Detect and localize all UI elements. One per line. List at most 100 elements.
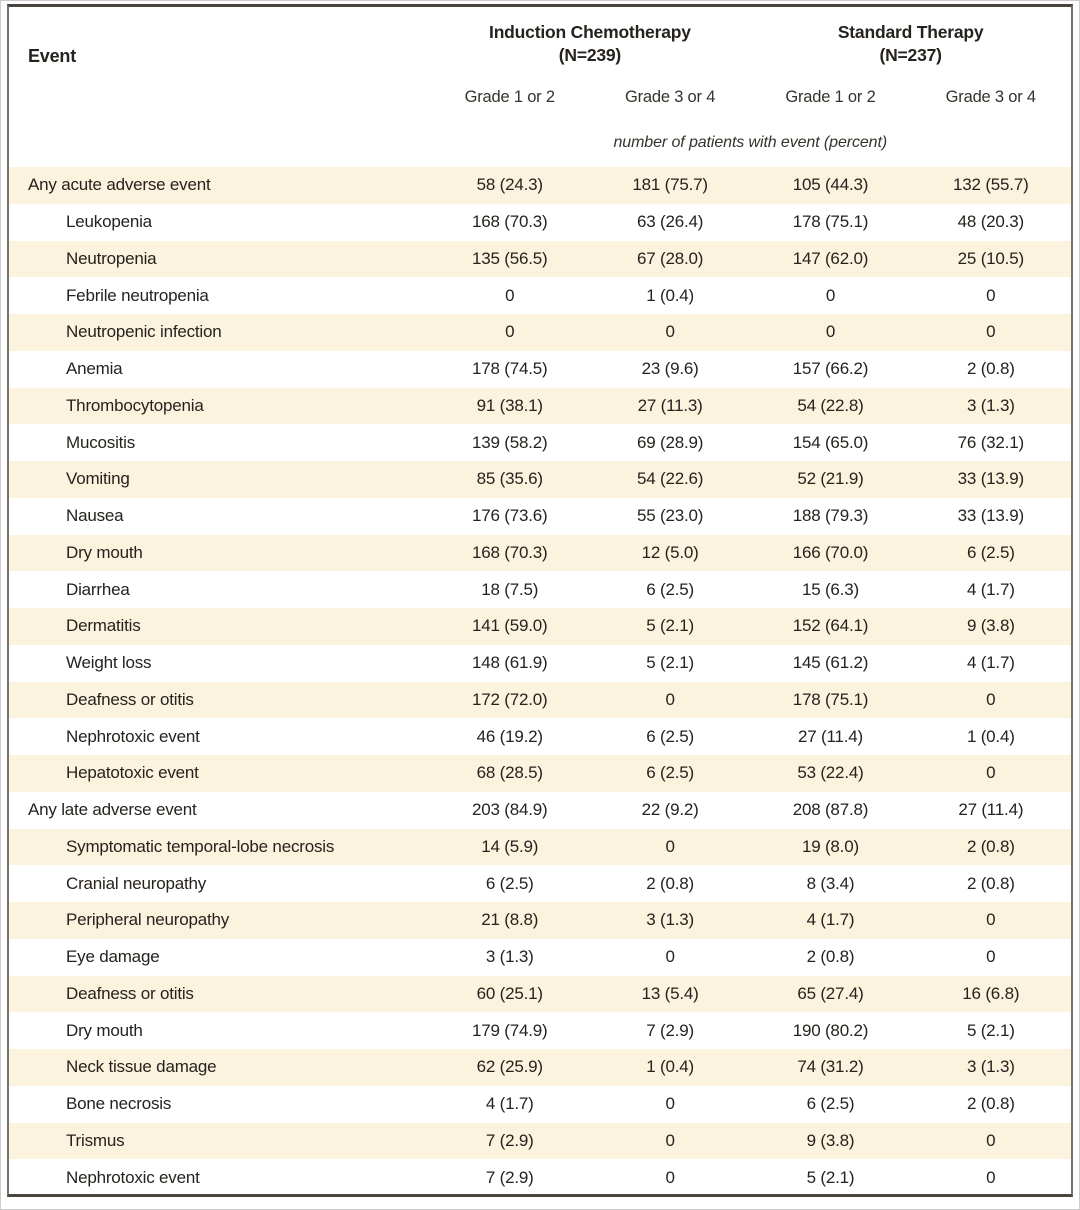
value-standard-grade12: 9 (3.8) — [806, 1130, 855, 1150]
event-label: Diarrhea — [66, 579, 130, 599]
value-standard-grade34: 5 (2.1) — [966, 1020, 1015, 1040]
group-header-row: Event Induction Chemotherapy (N=239) Sta… — [9, 7, 1071, 67]
value-induction-grade12: 7 (2.9) — [485, 1130, 534, 1150]
value-induction-grade12: 172 (72.0) — [471, 689, 548, 709]
value-induction-grade12: 91 (38.1) — [476, 395, 543, 415]
value-standard-grade12: 178 (75.1) — [792, 212, 869, 232]
value-induction-grade12: 21 (8.8) — [481, 910, 539, 930]
units-note: number of patients with event (percent) — [613, 134, 888, 151]
value-induction-grade34: 0 — [665, 322, 675, 342]
value-standard-grade34: 4 (1.7) — [966, 579, 1015, 599]
value-standard-grade12: 166 (70.0) — [792, 542, 869, 562]
event-label: Nephrotoxic event — [66, 726, 200, 746]
group-n: (N=237) — [879, 45, 942, 65]
event-label: Neutropenic infection — [66, 322, 222, 342]
value-induction-grade34: 5 (2.1) — [646, 653, 694, 673]
value-standard-grade34: 6 (2.5) — [966, 542, 1015, 562]
event-label: Any acute adverse event — [28, 175, 211, 195]
value-standard-grade12: 145 (61.2) — [792, 653, 869, 673]
value-standard-grade34: 0 — [986, 947, 996, 967]
event-label: Dry mouth — [66, 542, 143, 562]
table-row: Neck tissue damage 62 (25.9) 1 (0.4) 74 … — [9, 1049, 1071, 1086]
value-induction-grade34: 6 (2.5) — [646, 579, 694, 599]
value-induction-grade34: 181 (75.7) — [632, 175, 708, 195]
value-induction-grade12: 46 (19.2) — [476, 726, 543, 746]
value-standard-grade12: 65 (27.4) — [797, 983, 864, 1003]
value-standard-grade34: 16 (6.8) — [962, 983, 1020, 1003]
grade-header-3: Grade 1 or 2 — [785, 88, 876, 106]
value-induction-grade12: 62 (25.9) — [476, 1057, 543, 1077]
value-induction-grade34: 67 (28.0) — [636, 248, 704, 268]
value-standard-grade34: 132 (55.7) — [953, 175, 1029, 195]
value-induction-grade34: 13 (5.4) — [641, 983, 699, 1003]
value-induction-grade34: 5 (2.1) — [646, 616, 694, 636]
event-label: Symptomatic temporal-lobe necrosis — [66, 836, 335, 856]
adverse-events-table: Event Induction Chemotherapy (N=239) Sta… — [7, 4, 1073, 1197]
table-header: Event Induction Chemotherapy (N=239) Sta… — [9, 7, 1071, 167]
value-induction-grade12: 0 — [505, 322, 515, 342]
value-standard-grade12: 4 (1.7) — [806, 910, 855, 930]
value-induction-grade12: 203 (84.9) — [471, 800, 548, 820]
event-label: Mucositis — [66, 432, 136, 452]
group-title: Induction Chemotherapy — [489, 22, 691, 42]
event-label: Dermatitis — [66, 616, 141, 636]
value-standard-grade34: 48 (20.3) — [957, 212, 1024, 232]
event-label: Bone necrosis — [66, 1094, 172, 1114]
value-standard-grade12: 0 — [825, 285, 836, 305]
event-label: Febrile neutropenia — [66, 285, 209, 305]
value-induction-grade34: 1 (0.4) — [646, 285, 694, 305]
value-standard-grade12: 8 (3.4) — [806, 873, 855, 893]
value-induction-grade12: 6 (2.5) — [485, 873, 534, 893]
table-row: Weight loss 148 (61.9) 5 (2.1) 145 (61.2… — [9, 644, 1071, 682]
event-label: Anemia — [66, 359, 123, 379]
event-label: Dry mouth — [66, 1020, 143, 1040]
event-label: Nausea — [66, 506, 124, 526]
value-induction-grade34: 2 (0.8) — [646, 873, 694, 893]
table-row: Dry mouth 179 (74.9) 7 (2.9) 190 (80.2) … — [9, 1012, 1071, 1049]
value-induction-grade12: 179 (74.9) — [471, 1020, 548, 1040]
event-label: Neck tissue damage — [66, 1057, 217, 1077]
value-standard-grade12: 74 (31.2) — [797, 1057, 864, 1077]
value-standard-grade12: 105 (44.3) — [792, 175, 869, 195]
table-body: Any acute adverse event 58 (24.3) 181 (7… — [9, 167, 1071, 1194]
grade-header-spacer — [9, 88, 430, 107]
value-standard-grade34: 4 (1.7) — [966, 653, 1015, 673]
value-standard-grade34: 0 — [986, 285, 996, 305]
table-row: Diarrhea 18 (7.5) 6 (2.5) 15 (6.3) 4 (1.… — [9, 571, 1071, 608]
value-standard-grade12: 19 (8.0) — [801, 836, 859, 856]
table-row: Anemia 178 (74.5) 23 (9.6) 157 (66.2) 2 … — [9, 350, 1071, 388]
value-standard-grade34: 76 (32.1) — [957, 432, 1024, 452]
group-title: Standard Therapy — [837, 22, 984, 42]
value-induction-grade12: 3 (1.3) — [485, 947, 534, 967]
table-row: Thrombocytopenia 91 (38.1) 27 (11.3) 54 … — [9, 387, 1071, 425]
value-induction-grade12: 0 — [505, 285, 515, 305]
table-row: Peripheral neuropathy 21 (8.8) 3 (1.3) 4… — [9, 902, 1071, 939]
value-induction-grade12: 58 (24.3) — [476, 175, 543, 195]
value-induction-grade34: 12 (5.0) — [641, 542, 699, 562]
value-induction-grade34: 0 — [665, 689, 675, 709]
value-induction-grade34: 69 (28.9) — [636, 432, 704, 452]
table-row: Vomiting 85 (35.6) 54 (22.6) 52 (21.9) 3… — [9, 461, 1071, 498]
value-standard-grade34: 25 (10.5) — [957, 248, 1024, 268]
event-label: Deafness or otitis — [66, 983, 194, 1003]
value-induction-grade12: 18 (7.5) — [481, 579, 539, 599]
table-row: Nausea 176 (73.6) 55 (23.0) 188 (79.3) 3… — [9, 497, 1071, 535]
value-induction-grade34: 7 (2.9) — [646, 1020, 694, 1040]
value-induction-grade12: 135 (56.5) — [471, 248, 548, 268]
table-row: Nephrotoxic event 7 (2.9) 0 5 (2.1) 0 — [9, 1159, 1071, 1194]
event-label: Cranial neuropathy — [66, 873, 207, 893]
value-standard-grade12: 152 (64.1) — [792, 616, 869, 636]
value-induction-grade12: 60 (25.1) — [476, 983, 543, 1003]
value-induction-grade12: 168 (70.3) — [471, 542, 548, 562]
value-induction-grade34: 63 (26.4) — [636, 212, 704, 232]
table-row: Dermatitis 141 (59.0) 5 (2.1) 152 (64.1)… — [9, 608, 1071, 645]
event-label: Weight loss — [66, 653, 152, 673]
value-standard-grade12: 188 (79.3) — [792, 506, 869, 526]
table-row: Leukopenia 168 (70.3) 63 (26.4) 178 (75.… — [9, 203, 1071, 241]
event-label: Peripheral neuropathy — [66, 910, 230, 930]
event-label: Vomiting — [66, 469, 130, 489]
table-row: Eye damage 3 (1.3) 0 2 (0.8) 0 — [9, 938, 1071, 976]
value-induction-grade12: 14 (5.9) — [481, 836, 539, 856]
table-row: Any acute adverse event 58 (24.3) 181 (7… — [9, 167, 1071, 204]
